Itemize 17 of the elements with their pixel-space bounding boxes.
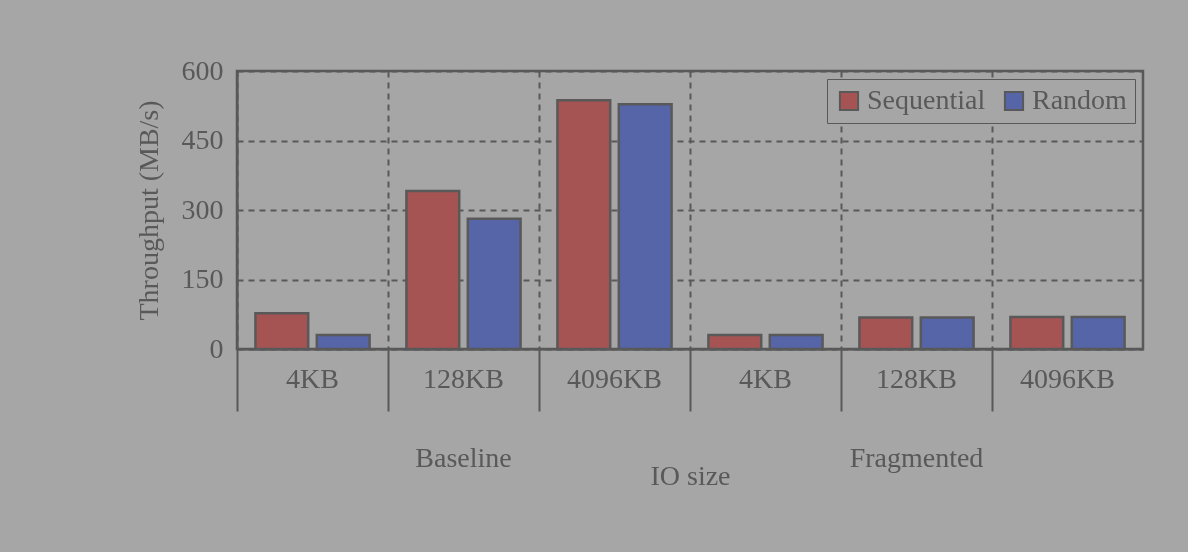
y-axis-title: Throughput (MB/s)	[132, 100, 164, 321]
x-tick-label: 4KB	[739, 362, 792, 394]
x-tick-label: 4096KB	[1020, 362, 1115, 394]
legend-label: Sequential	[867, 84, 986, 115]
legend-label: Random	[1032, 84, 1128, 115]
x-axis-title: IO size	[650, 459, 731, 491]
x-tick-label: 4KB	[286, 362, 339, 394]
text: Fragmented	[849, 442, 984, 473]
y-tick-label: 150	[181, 263, 224, 294]
x-tick-label: 128KB	[876, 362, 957, 394]
text: Baseline	[415, 442, 512, 473]
y-tick-label: 300	[181, 193, 224, 225]
y-tick-label: 600	[181, 54, 224, 86]
x-tick-label: 128KB	[423, 362, 504, 394]
y-tick-label: 0	[209, 332, 224, 364]
y-tick-label: 450	[181, 124, 224, 155]
x-tick-label: 4096KB	[567, 362, 662, 394]
